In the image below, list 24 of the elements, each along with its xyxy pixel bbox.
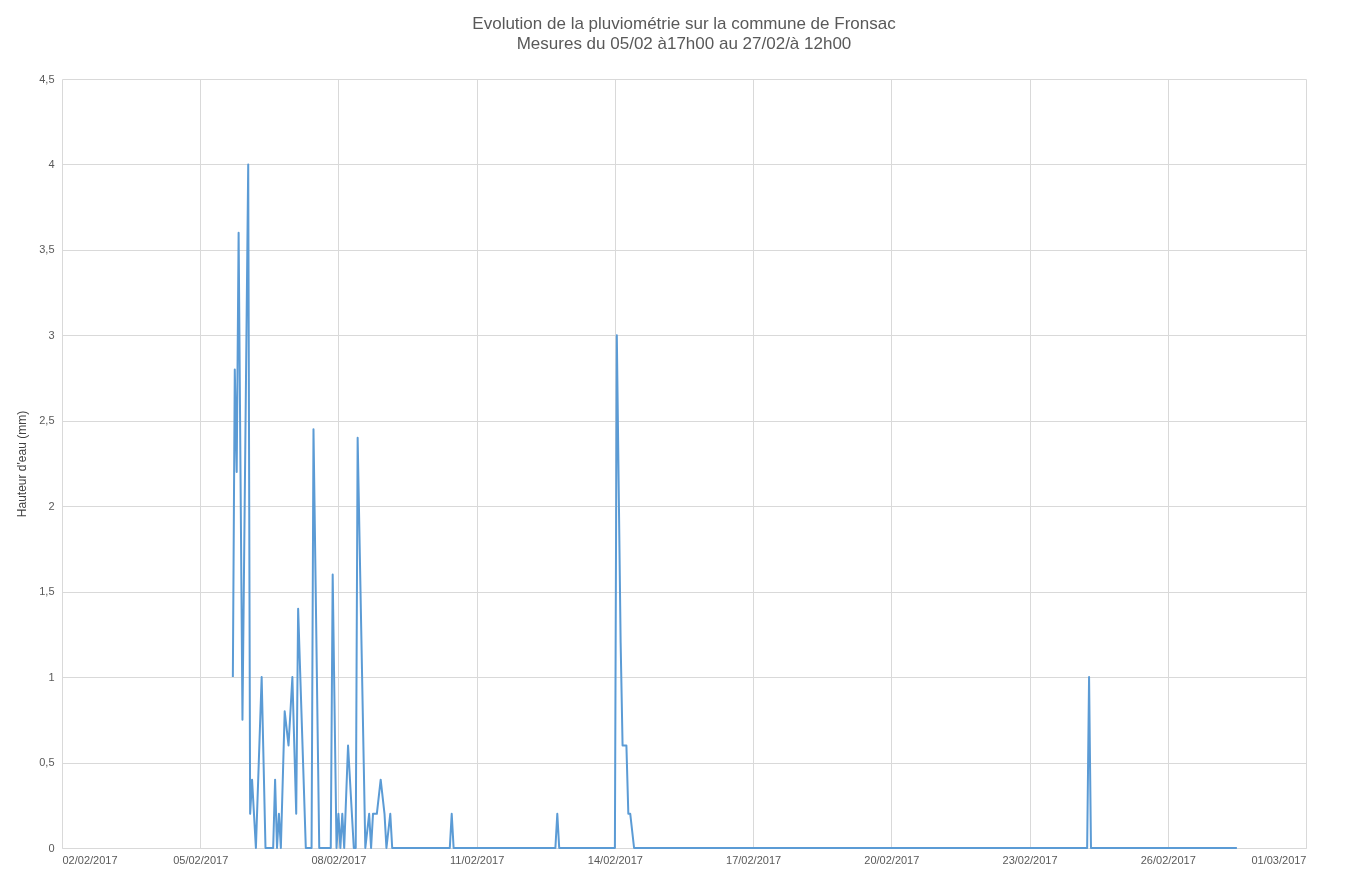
line-series [231,163,1238,849]
y-tick-label: 3 [48,328,55,341]
y-tick-label: 3,5 [39,243,55,256]
x-tick-label: 17/02/2017 [726,853,782,866]
x-tick-label: 02/02/2017 [62,853,118,866]
y-tick-label: 0 [48,841,55,854]
y-tick-label: 1,5 [39,585,55,598]
chart-subtitle: Mesures du 05/02 à17h00 au 27/02/à 12h00 [516,34,852,53]
x-tick-label: 01/03/2017 [1251,853,1307,866]
y-axis-title: Hauteur d'eau (mm) [15,410,30,518]
y-tick-label: 2 [48,499,55,512]
x-tick-label: 08/02/2017 [311,853,367,866]
y-tick-label: 2,5 [39,414,55,427]
y-tick-label: 1 [48,670,55,683]
x-tick-label: 26/02/2017 [1140,853,1196,866]
y-tick-label: 0,5 [39,756,55,769]
x-tick-label: 23/02/2017 [1002,853,1058,866]
y-tick-label: 4 [48,157,55,170]
y-tick-label: 4,5 [39,72,55,85]
x-tick-label: 14/02/2017 [587,853,643,866]
x-tick-label: 05/02/2017 [173,853,229,866]
chart-title: Evolution de la pluviométrie sur la commune de Fronsac [472,14,897,33]
x-tick-label: 20/02/2017 [864,853,920,866]
x-tick-label: 11/02/2017 [450,853,505,866]
